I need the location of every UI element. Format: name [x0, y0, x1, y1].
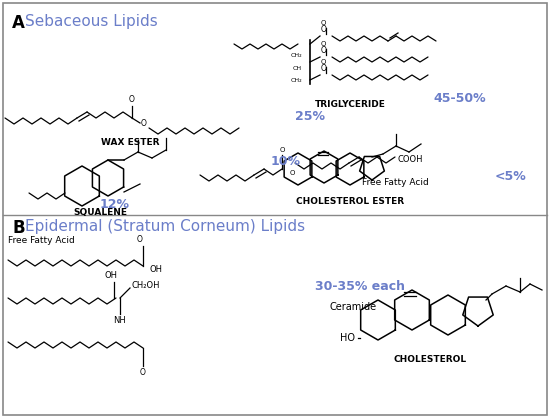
Text: COOH: COOH	[398, 155, 424, 165]
Text: O: O	[137, 235, 143, 244]
Text: 10%: 10%	[271, 155, 301, 168]
Text: CH₂: CH₂	[290, 53, 302, 58]
Text: O: O	[320, 41, 326, 47]
Text: WAX ESTER: WAX ESTER	[101, 138, 160, 147]
Text: OH: OH	[149, 265, 162, 273]
Text: SQUALENE: SQUALENE	[73, 208, 127, 217]
Text: <5%: <5%	[494, 170, 526, 183]
Text: 25%: 25%	[295, 110, 325, 123]
Text: B: B	[12, 219, 25, 237]
Text: TRIGLYCERIDE: TRIGLYCERIDE	[315, 100, 386, 109]
Text: O: O	[129, 95, 135, 104]
Text: O: O	[140, 368, 146, 377]
Text: O: O	[320, 59, 326, 65]
Text: OH: OH	[104, 271, 118, 280]
Text: 30-35% each: 30-35% each	[315, 280, 405, 293]
Text: Ceramide: Ceramide	[330, 302, 377, 312]
Text: O: O	[321, 46, 327, 55]
Text: CHOLESTEROL: CHOLESTEROL	[393, 355, 466, 364]
Text: CH₂OH: CH₂OH	[131, 281, 160, 291]
Text: HO: HO	[340, 333, 355, 343]
Text: Free Fatty Acid: Free Fatty Acid	[362, 178, 428, 187]
Text: CH₂: CH₂	[290, 78, 302, 83]
Text: Sebaceous Lipids: Sebaceous Lipids	[25, 14, 158, 29]
Text: O: O	[290, 170, 295, 176]
Text: 12%: 12%	[100, 198, 130, 211]
Text: Free Fatty Acid: Free Fatty Acid	[8, 236, 75, 245]
Text: O: O	[141, 120, 147, 128]
Text: O: O	[320, 20, 326, 26]
Text: CHOLESTEROL ESTER: CHOLESTEROL ESTER	[296, 197, 404, 206]
Text: O: O	[279, 147, 285, 153]
Text: CH: CH	[293, 66, 302, 71]
Text: O: O	[321, 25, 327, 34]
Text: NH: NH	[114, 316, 126, 325]
Text: A: A	[12, 14, 25, 32]
Text: O: O	[321, 64, 327, 73]
Text: Epidermal (Stratum Corneum) Lipids: Epidermal (Stratum Corneum) Lipids	[25, 219, 305, 234]
Text: 45-50%: 45-50%	[434, 92, 486, 105]
